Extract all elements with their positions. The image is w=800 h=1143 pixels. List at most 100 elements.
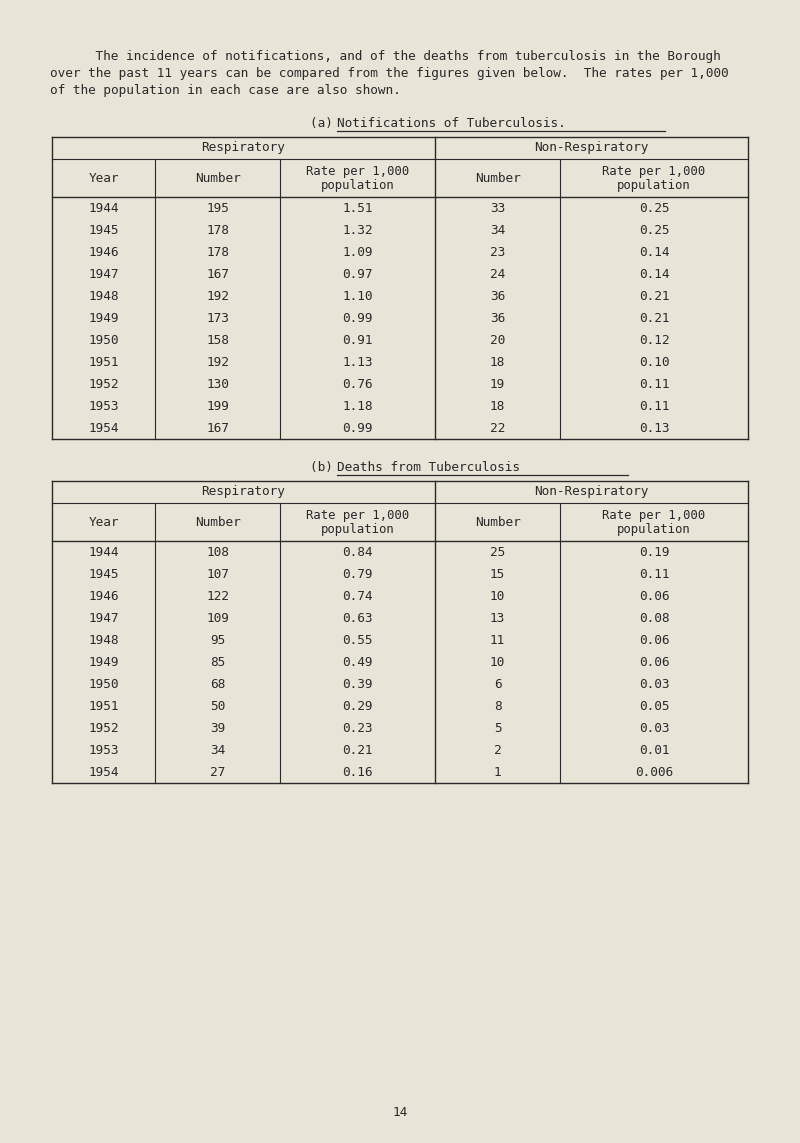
Text: 1950: 1950 (88, 334, 118, 346)
Text: Respiratory: Respiratory (202, 142, 286, 154)
Text: 0.21: 0.21 (342, 743, 373, 757)
Text: 1951: 1951 (88, 355, 118, 368)
Text: Rate per 1,000: Rate per 1,000 (602, 509, 706, 522)
Text: 0.11: 0.11 (638, 400, 670, 413)
Text: 158: 158 (206, 334, 229, 346)
Text: (b): (b) (310, 461, 341, 474)
Text: 5: 5 (494, 721, 502, 735)
Text: 1950: 1950 (88, 678, 118, 690)
Text: 167: 167 (206, 267, 229, 280)
Text: 0.10: 0.10 (638, 355, 670, 368)
Text: 22: 22 (490, 422, 505, 434)
Text: 0.21: 0.21 (638, 289, 670, 303)
Text: population: population (321, 523, 394, 536)
Text: Number: Number (474, 171, 520, 184)
Text: population: population (617, 179, 691, 192)
Text: 6: 6 (494, 678, 502, 690)
Text: 1.51: 1.51 (342, 201, 373, 215)
Text: 0.91: 0.91 (342, 334, 373, 346)
Text: 0.49: 0.49 (342, 655, 373, 669)
Text: 1952: 1952 (88, 721, 118, 735)
Text: 1.09: 1.09 (342, 246, 373, 258)
Text: 1944: 1944 (88, 201, 118, 215)
Text: 8: 8 (494, 700, 502, 712)
Text: 1944: 1944 (88, 545, 118, 559)
Text: 1948: 1948 (88, 289, 118, 303)
Text: 1947: 1947 (88, 267, 118, 280)
Text: Rate per 1,000: Rate per 1,000 (306, 509, 409, 522)
Text: 13: 13 (490, 612, 505, 624)
Text: 1953: 1953 (88, 743, 118, 757)
Text: 1954: 1954 (88, 422, 118, 434)
Text: 195: 195 (206, 201, 229, 215)
Text: 167: 167 (206, 422, 229, 434)
Text: 10: 10 (490, 655, 505, 669)
Text: 14: 14 (392, 1105, 408, 1119)
Text: 1946: 1946 (88, 590, 118, 602)
Text: 0.84: 0.84 (342, 545, 373, 559)
Text: 1947: 1947 (88, 612, 118, 624)
Text: Number: Number (474, 515, 520, 528)
Text: 0.76: 0.76 (342, 377, 373, 391)
Text: 1945: 1945 (88, 568, 118, 581)
Text: 0.11: 0.11 (638, 377, 670, 391)
Text: population: population (321, 179, 394, 192)
Text: Respiratory: Respiratory (202, 486, 286, 498)
Text: 50: 50 (210, 700, 225, 712)
Text: 24: 24 (490, 267, 505, 280)
Text: Deaths from Tuberculosis: Deaths from Tuberculosis (337, 461, 520, 474)
Text: 0.63: 0.63 (342, 612, 373, 624)
Text: 0.25: 0.25 (638, 224, 670, 237)
Text: 109: 109 (206, 612, 229, 624)
Text: 0.14: 0.14 (638, 246, 670, 258)
Text: 173: 173 (206, 312, 229, 325)
Text: 1949: 1949 (88, 655, 118, 669)
Text: 0.006: 0.006 (635, 766, 673, 778)
Text: 1: 1 (494, 766, 502, 778)
Text: 0.06: 0.06 (638, 633, 670, 647)
Text: 0.01: 0.01 (638, 743, 670, 757)
Text: 1.32: 1.32 (342, 224, 373, 237)
Text: 1953: 1953 (88, 400, 118, 413)
Text: 15: 15 (490, 568, 505, 581)
Text: 1946: 1946 (88, 246, 118, 258)
Text: 10: 10 (490, 590, 505, 602)
Text: Number: Number (194, 171, 240, 184)
Text: 1948: 1948 (88, 633, 118, 647)
Text: Number: Number (194, 515, 240, 528)
Text: 108: 108 (206, 545, 229, 559)
Text: Rate per 1,000: Rate per 1,000 (306, 165, 409, 178)
Text: 19: 19 (490, 377, 505, 391)
Text: 0.14: 0.14 (638, 267, 670, 280)
Text: 20: 20 (490, 334, 505, 346)
Text: 192: 192 (206, 355, 229, 368)
Text: 178: 178 (206, 224, 229, 237)
Text: 0.55: 0.55 (342, 633, 373, 647)
Text: 1945: 1945 (88, 224, 118, 237)
Text: of the population in each case are also shown.: of the population in each case are also … (50, 83, 401, 97)
Text: 107: 107 (206, 568, 229, 581)
Text: 0.99: 0.99 (342, 312, 373, 325)
Text: 0.39: 0.39 (342, 678, 373, 690)
Text: population: population (617, 523, 691, 536)
Text: 199: 199 (206, 400, 229, 413)
Text: 0.06: 0.06 (638, 655, 670, 669)
Text: 34: 34 (490, 224, 505, 237)
Text: 34: 34 (210, 743, 225, 757)
Text: 23: 23 (490, 246, 505, 258)
Text: 1954: 1954 (88, 766, 118, 778)
Text: 36: 36 (490, 312, 505, 325)
Text: 0.03: 0.03 (638, 678, 670, 690)
Text: 0.05: 0.05 (638, 700, 670, 712)
Text: 18: 18 (490, 355, 505, 368)
Text: 192: 192 (206, 289, 229, 303)
Text: 1952: 1952 (88, 377, 118, 391)
Text: 0.99: 0.99 (342, 422, 373, 434)
Text: 11: 11 (490, 633, 505, 647)
Text: 0.06: 0.06 (638, 590, 670, 602)
Text: 33: 33 (490, 201, 505, 215)
Text: 85: 85 (210, 655, 225, 669)
Text: 0.74: 0.74 (342, 590, 373, 602)
Text: (a): (a) (310, 117, 341, 130)
Text: 25: 25 (490, 545, 505, 559)
